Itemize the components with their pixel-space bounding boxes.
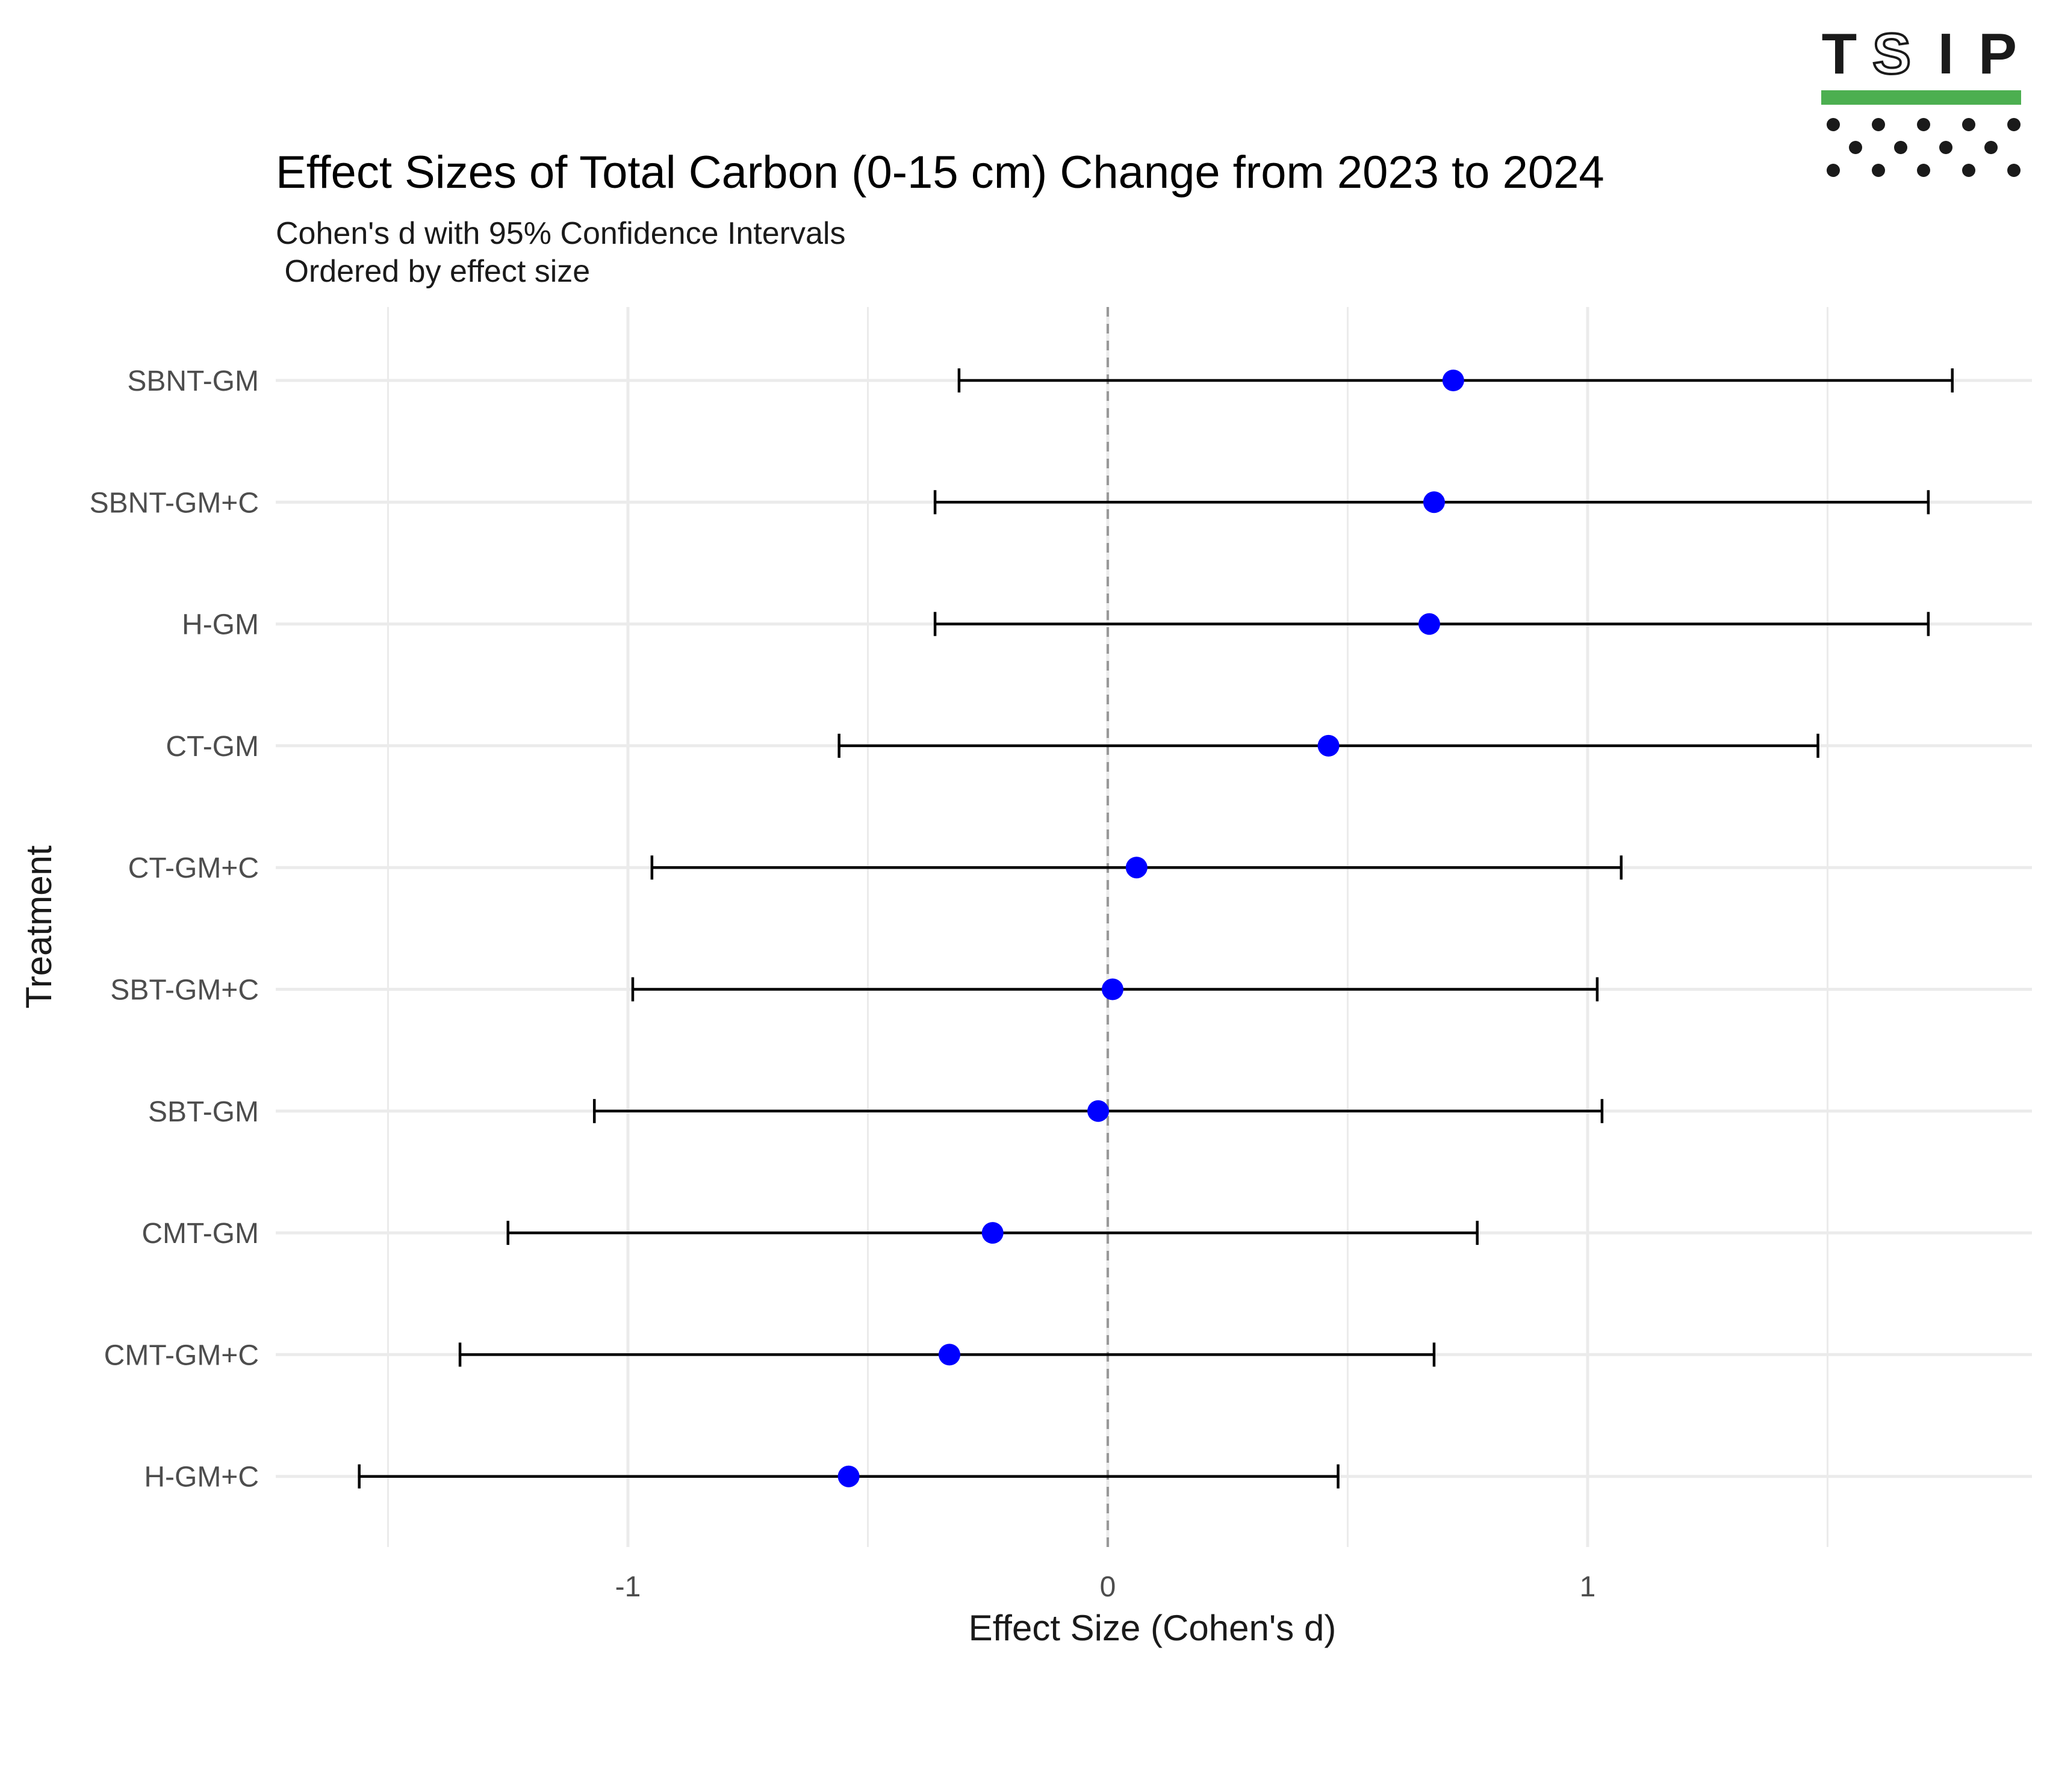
logo-dot-r1-2 xyxy=(1917,118,1930,131)
logo-dot-r1-4 xyxy=(2007,118,2021,131)
effect-point-CMT-GM xyxy=(981,1222,1004,1244)
chart-subtitle-line-1: Cohen's d with 95% Confidence Intervals xyxy=(276,216,845,251)
logo-letter-i: I xyxy=(1938,22,1954,86)
logo-dot-r3-0 xyxy=(1827,164,1840,177)
chart-subtitle-line-2: Ordered by effect size xyxy=(276,254,590,289)
y-tick-label-SBT-GM: SBT-GM xyxy=(148,1096,259,1128)
effect-point-SBT-GM xyxy=(1087,1100,1110,1122)
y-tick-label-SBNT-GM+C: SBNT-GM+C xyxy=(90,487,259,519)
y-axis-tick-labels: SBNT-GM SBNT-GM+C H-GM CT-GM CT-GM+C SBT-GM+C… xyxy=(90,365,259,1493)
logo-dot-r3-4 xyxy=(2007,164,2021,177)
logo-letter-t: T xyxy=(1822,22,1857,86)
logo-dot-r1-3 xyxy=(1962,118,1975,131)
effect-point-SBT-GM+C xyxy=(1101,978,1123,1000)
logo-letter-p: P xyxy=(1978,22,2017,86)
logo-dot-r2-3 xyxy=(1984,141,1998,154)
effect-point-SBNT-GM xyxy=(1442,370,1464,391)
logo-dot-r2-1 xyxy=(1894,141,1907,154)
x-tick-label-2: 1 xyxy=(1580,1571,1596,1603)
effect-point-CMT-GM+C xyxy=(938,1344,960,1366)
logo-dot-r3-2 xyxy=(1917,164,1930,177)
tsip-logo: T S I P xyxy=(1821,20,2021,177)
effect-point-SBNT-GM+C xyxy=(1423,491,1445,513)
x-axis-tick-labels: -1 0 1 xyxy=(615,1571,1596,1603)
logo-dot-r2-2 xyxy=(1939,141,1952,154)
y-tick-label-CT-GM+C: CT-GM+C xyxy=(128,852,259,884)
logo-letter-s: S xyxy=(1872,22,1911,86)
effect-points xyxy=(837,370,1464,1487)
y-tick-label-H-GM: H-GM xyxy=(182,609,259,641)
logo-dot-pattern xyxy=(1827,118,2021,177)
logo-dot-r3-1 xyxy=(1872,164,1885,177)
y-tick-label-CMT-GM+C: CMT-GM+C xyxy=(104,1339,259,1371)
y-tick-label-CMT-GM: CMT-GM xyxy=(141,1218,259,1250)
x-tick-label-0: -1 xyxy=(615,1571,641,1603)
logo-dot-r3-3 xyxy=(1962,164,1975,177)
y-tick-label-SBT-GM+C: SBT-GM+C xyxy=(110,975,259,1006)
effect-point-CT-GM xyxy=(1317,734,1340,757)
effect-point-H-GM+C xyxy=(837,1465,860,1487)
logo-dot-r2-0 xyxy=(1849,141,1862,154)
effect-point-H-GM xyxy=(1418,613,1440,635)
logo-dot-r1-0 xyxy=(1827,118,1840,131)
y-tick-label-SBNT-GM: SBNT-GM xyxy=(127,365,259,397)
x-axis-title: Effect Size (Cohen's d) xyxy=(969,1608,1337,1648)
effect-point-CT-GM+C xyxy=(1125,857,1148,879)
y-tick-label-H-GM+C: H-GM+C xyxy=(144,1462,259,1493)
logo-green-bar xyxy=(1821,90,2021,105)
chart-title: Effect Sizes of Total Carbon (0-15 cm) C… xyxy=(276,147,1604,198)
logo-dot-r1-1 xyxy=(1872,118,1885,131)
y-axis-title: Treatment xyxy=(19,845,59,1009)
y-tick-label-CT-GM: CT-GM xyxy=(166,731,259,763)
x-tick-label-1: 0 xyxy=(1100,1571,1116,1603)
